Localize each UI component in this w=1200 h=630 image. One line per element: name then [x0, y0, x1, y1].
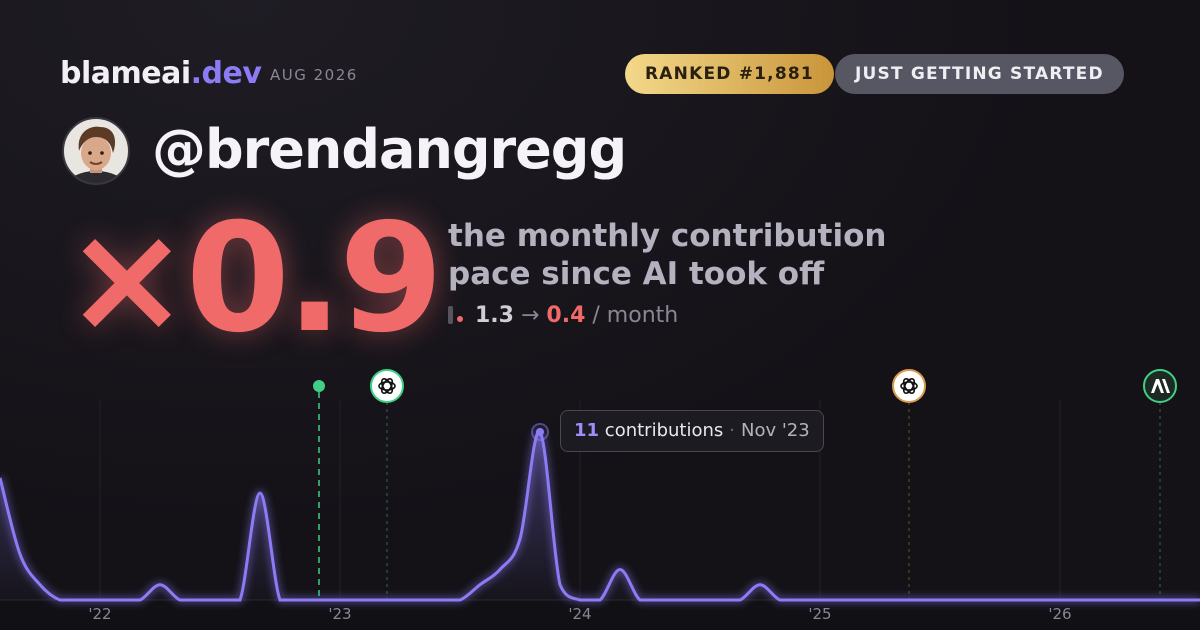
openai-icon: [370, 369, 404, 403]
x-tick-label: '22: [88, 605, 111, 623]
tooltip-label: contributions: [604, 420, 724, 441]
x-tick-label: '25: [808, 605, 831, 623]
x-tick-label: '23: [328, 605, 351, 623]
axis-band: [0, 600, 1200, 630]
description: the monthly contribution: [448, 218, 887, 254]
date: AUG 2026: [270, 66, 358, 84]
rank-badge: RANKED #1,881: [625, 54, 834, 94]
x-tick-label: '26: [1048, 605, 1071, 623]
highlight-point: [536, 428, 544, 436]
status-badge: JUST GETTING STARTED: [835, 54, 1124, 94]
arrow: →: [520, 303, 540, 328]
event-dot: [313, 380, 325, 392]
handle: @brendangregg: [152, 118, 627, 181]
brand-suffix: .dev: [190, 56, 262, 91]
area: [0, 431, 1200, 600]
pace-before: 1.3: [475, 303, 514, 328]
description: pace since AI took off: [448, 256, 825, 292]
pace-unit: / month: [592, 303, 679, 328]
highlight-ring: [531, 423, 549, 441]
pace-after: 0.4: [546, 303, 586, 328]
anthropic-icon: [1143, 369, 1177, 403]
line-glow: [0, 428, 1200, 604]
pace-stats: 1.3 → 0.4 / month: [448, 303, 678, 328]
tooltip-value: 11: [574, 420, 600, 441]
multiplier: ×0.9: [64, 192, 443, 366]
line: [0, 430, 1200, 602]
tooltip: 11 contributions · Nov '23: [560, 410, 824, 452]
tooltip-separator: ·: [729, 420, 735, 441]
openai-icon: [892, 369, 926, 403]
brand: blameai.dev: [60, 56, 262, 91]
x-tick-label: '24: [568, 605, 591, 623]
tooltip-date: Nov '23: [741, 420, 810, 441]
avatar: [62, 117, 130, 185]
brand-name: blameai: [60, 56, 191, 91]
